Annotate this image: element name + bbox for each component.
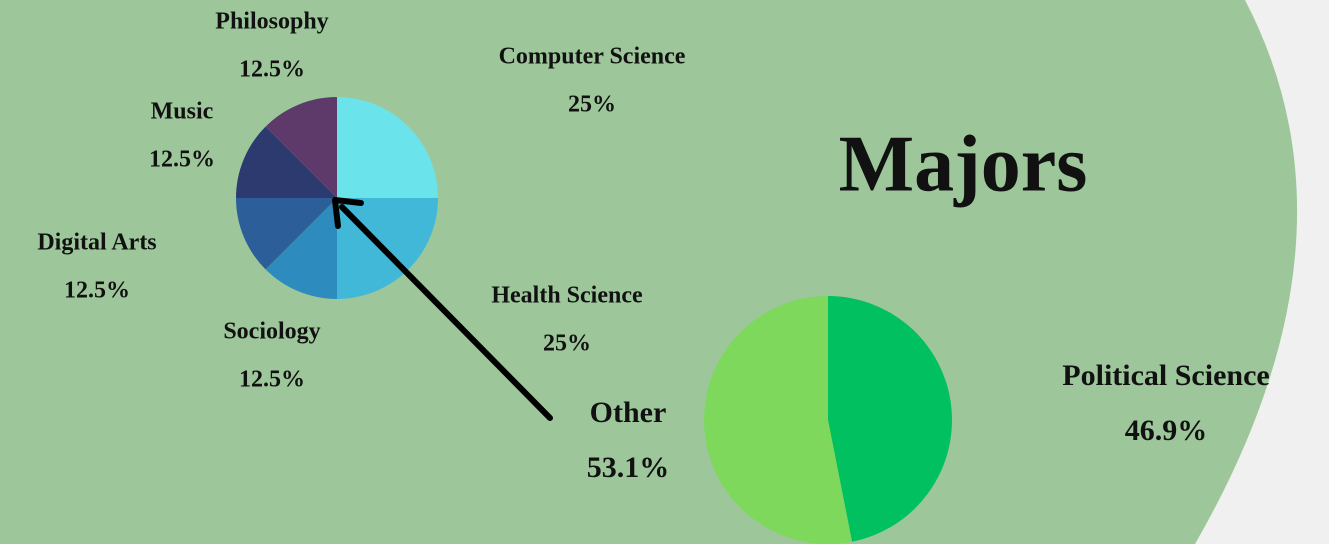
slice-value-label: 12.5% [239,57,305,83]
pie-slice [236,198,337,270]
slice-value-label: 53.1% [587,451,670,484]
arrow [332,197,553,421]
slice-label: Music [151,99,214,125]
slice-value-label: 12.5% [64,278,130,304]
pie-slice [828,296,952,542]
arrow-head [332,197,364,229]
arrow-line [339,204,553,421]
slice-value-label: 25% [543,331,591,357]
slice-label: Other [590,396,667,429]
slice-label: Computer Science [499,44,686,70]
slice-label: Digital Arts [37,230,156,256]
pie-slice [337,97,438,198]
pie-slice [337,198,438,299]
slice-value-label: 46.9% [1125,414,1208,447]
pie-slice [703,296,853,544]
slice-value-label: 12.5% [149,147,215,173]
slice-label: Health Science [491,283,643,309]
slice-value-label: 25% [568,92,616,118]
slice-label: Sociology [223,319,320,345]
slice-value-label: 12.5% [239,367,305,393]
slice-label: Philosophy [215,9,328,35]
pie-slice [265,97,337,198]
charts: Computer Science 25% Health Science 25% Soci… [37,9,1270,544]
slice-label: Political Science [1062,359,1269,392]
pie-slice [265,198,337,299]
pie-slice [236,126,337,198]
title: Majors [839,120,1088,208]
